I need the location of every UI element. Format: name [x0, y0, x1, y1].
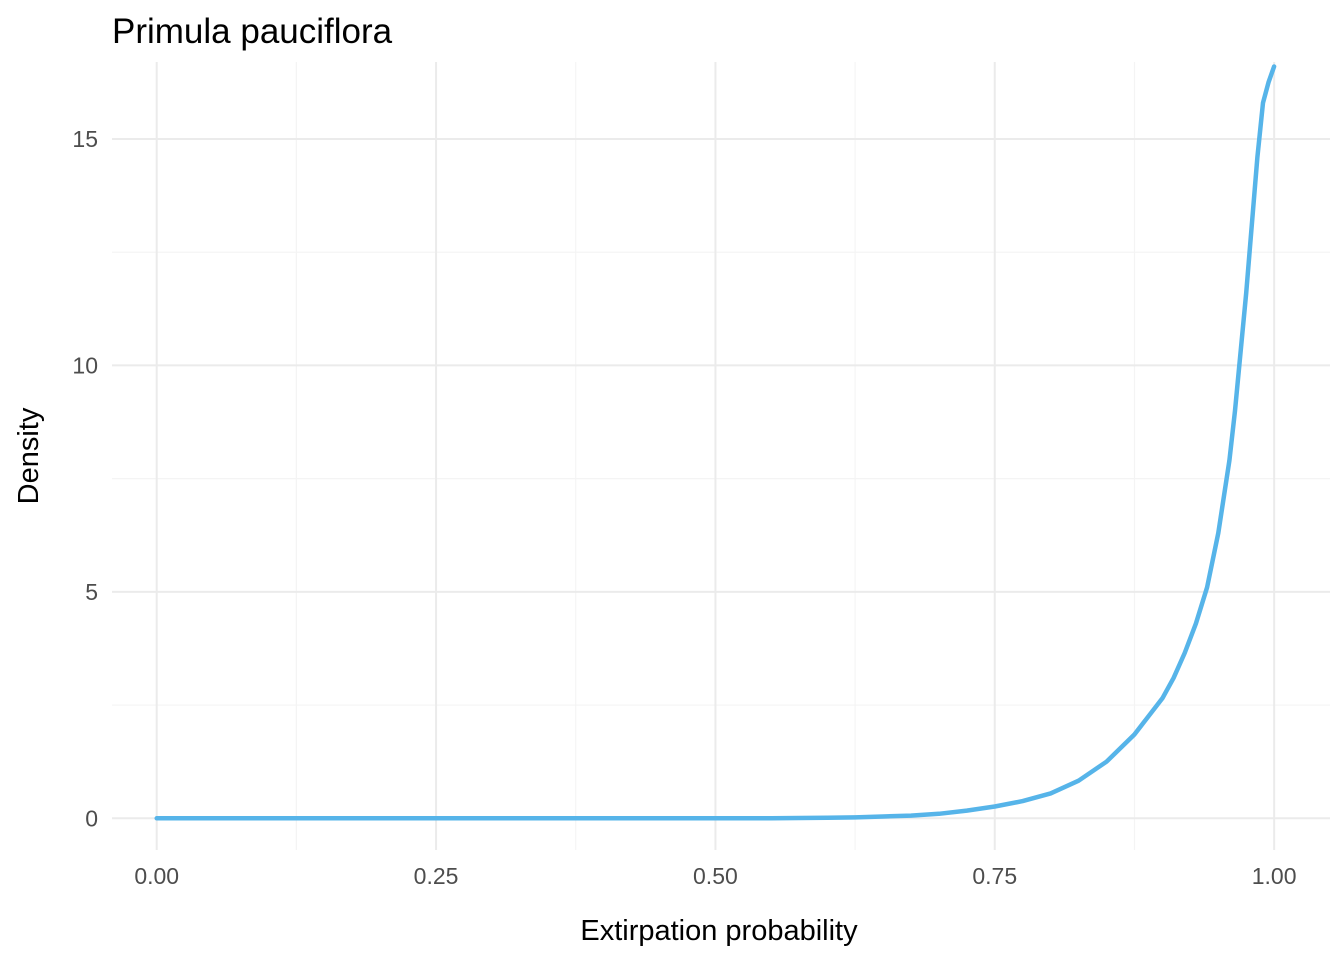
x-axis-title: Extirpation probability: [580, 915, 858, 947]
y-tick-label: 15: [72, 126, 98, 152]
x-tick-label: 0.75: [972, 863, 1017, 889]
y-tick-label: 0: [85, 805, 98, 831]
y-axis-title: Density: [13, 407, 45, 504]
minor-gridlines: [112, 62, 1330, 850]
x-axis-ticks: 0.00 0.25 0.50 0.75 1.00: [134, 863, 1296, 889]
y-tick-label: 5: [85, 579, 98, 605]
chart-title: Primula pauciflora: [112, 12, 393, 51]
x-tick-label: 0.00: [134, 863, 179, 889]
y-tick-label: 10: [72, 352, 98, 378]
x-tick-label: 0.25: [414, 863, 459, 889]
density-curve: [154, 64, 1277, 821]
y-axis-ticks: 0 5 10 15: [72, 126, 98, 831]
x-tick-label: 1.00: [1252, 863, 1297, 889]
x-tick-label: 0.50: [693, 863, 738, 889]
series-layer: [154, 64, 1277, 821]
